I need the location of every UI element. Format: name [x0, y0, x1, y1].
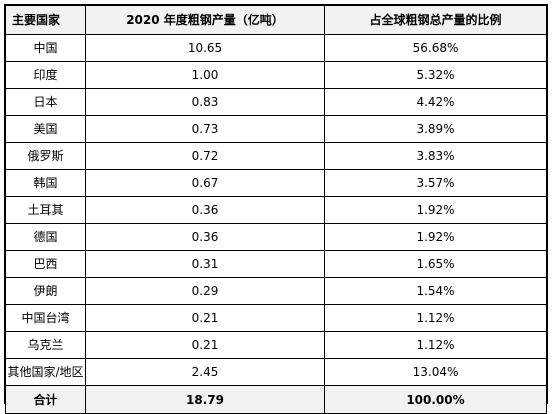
table-row: 中国台湾 0.21 1.12% [5, 304, 547, 332]
cell-share: 4.42% [324, 88, 547, 116]
cell-share: 3.89% [324, 115, 547, 143]
table-header: 主要国家 2020 年度粗钢产量（亿吨） 占全球粗钢总产量的比例 [5, 5, 547, 35]
cell-output: 1.00 [85, 61, 325, 89]
cell-output: 10.65 [85, 34, 325, 62]
cell-share: 1.54% [324, 277, 547, 305]
total-label: 合计 [5, 385, 86, 414]
cell-country: 日本 [5, 88, 86, 116]
header-row: 主要国家 2020 年度粗钢产量（亿吨） 占全球粗钢总产量的比例 [5, 5, 547, 35]
cell-share: 1.92% [324, 223, 547, 251]
cell-output: 0.67 [85, 169, 325, 197]
cell-country: 乌克兰 [5, 331, 86, 359]
cell-output: 0.29 [85, 277, 325, 305]
cell-share: 3.57% [324, 169, 547, 197]
cell-share: 56.68% [324, 34, 547, 62]
cell-country: 韩国 [5, 169, 86, 197]
table-row: 乌克兰 0.21 1.12% [5, 331, 547, 359]
table-row: 其他国家/地区 2.45 13.04% [5, 358, 547, 386]
cell-output: 2.45 [85, 358, 325, 386]
cell-output: 0.73 [85, 115, 325, 143]
table-row: 俄罗斯 0.72 3.83% [5, 142, 547, 170]
cell-country: 中国 [5, 34, 86, 62]
header-output: 2020 年度粗钢产量（亿吨） [85, 5, 325, 35]
total-share: 100.00% [324, 385, 547, 414]
cell-country: 俄罗斯 [5, 142, 86, 170]
cell-country: 巴西 [5, 250, 86, 278]
table-row: 美国 0.73 3.89% [5, 115, 547, 143]
cell-share: 1.92% [324, 196, 547, 224]
cell-country: 印度 [5, 61, 86, 89]
cell-output: 0.21 [85, 304, 325, 332]
header-share: 占全球粗钢总产量的比例 [324, 5, 547, 35]
table-row: 伊朗 0.29 1.54% [5, 277, 547, 305]
cell-country: 伊朗 [5, 277, 86, 305]
cell-share: 5.32% [324, 61, 547, 89]
table-row: 韩国 0.67 3.57% [5, 169, 547, 197]
cell-share: 1.12% [324, 331, 547, 359]
table-footer: 合计 18.79 100.00% [5, 385, 547, 414]
cell-country: 德国 [5, 223, 86, 251]
total-output: 18.79 [85, 385, 325, 414]
cell-output: 0.36 [85, 196, 325, 224]
total-row: 合计 18.79 100.00% [5, 385, 547, 414]
cell-share: 3.83% [324, 142, 547, 170]
cell-output: 0.21 [85, 331, 325, 359]
cell-output: 0.36 [85, 223, 325, 251]
steel-production-table-frame: 主要国家 2020 年度粗钢产量（亿吨） 占全球粗钢总产量的比例 中国 10.6… [4, 4, 548, 414]
cell-output: 0.72 [85, 142, 325, 170]
table-row: 土耳其 0.36 1.92% [5, 196, 547, 224]
table-row: 中国 10.65 56.68% [5, 34, 547, 62]
cell-country: 其他国家/地区 [5, 358, 86, 386]
cell-share: 13.04% [324, 358, 547, 386]
table-row: 印度 1.00 5.32% [5, 61, 547, 89]
cell-output: 0.83 [85, 88, 325, 116]
table-row: 日本 0.83 4.42% [5, 88, 547, 116]
table-row: 巴西 0.31 1.65% [5, 250, 547, 278]
cell-country: 美国 [5, 115, 86, 143]
steel-production-table: 主要国家 2020 年度粗钢产量（亿吨） 占全球粗钢总产量的比例 中国 10.6… [5, 5, 547, 414]
cell-share: 1.65% [324, 250, 547, 278]
table-row: 德国 0.36 1.92% [5, 223, 547, 251]
header-country: 主要国家 [5, 5, 86, 35]
table-body: 中国 10.65 56.68% 印度 1.00 5.32% 日本 0.83 4.… [5, 34, 547, 386]
cell-country: 土耳其 [5, 196, 86, 224]
cell-share: 1.12% [324, 304, 547, 332]
cell-country: 中国台湾 [5, 304, 86, 332]
cell-output: 0.31 [85, 250, 325, 278]
